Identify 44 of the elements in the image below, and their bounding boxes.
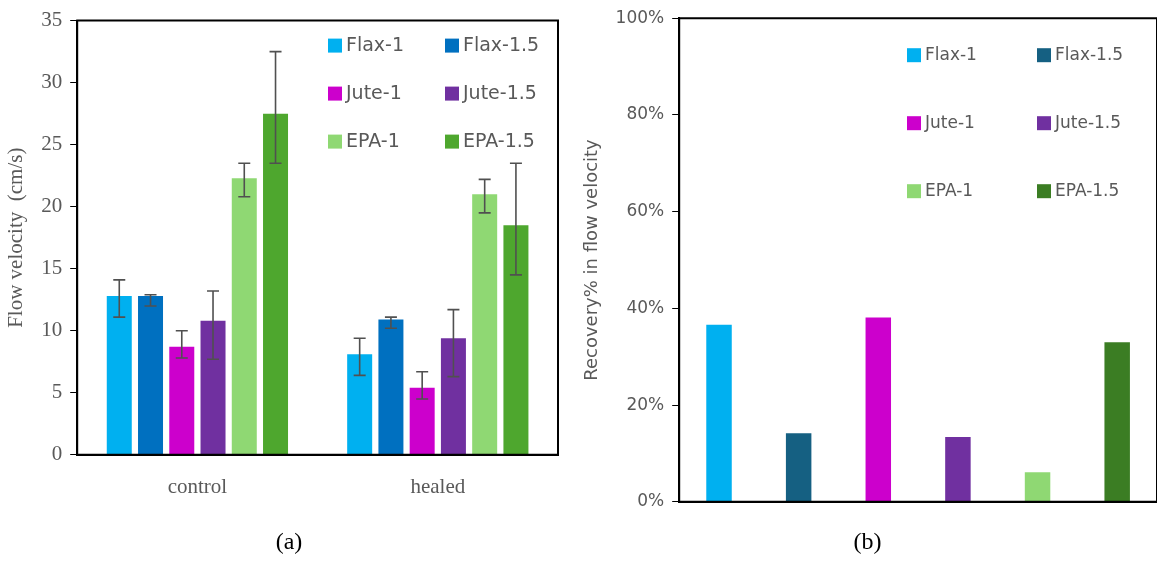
y-axis-title: Flow velocity (cm/s): [3, 147, 28, 328]
legend-label: Flax-1.5: [463, 32, 540, 55]
y-tick-label: 30: [41, 69, 63, 94]
x-tick-label: healed: [410, 473, 466, 498]
bar: [106, 296, 132, 455]
y-axis-title: Recovery% in flow velocity: [580, 138, 602, 381]
legend-label: Jute-1: [924, 111, 975, 132]
y-tick-label: 35: [41, 7, 63, 32]
y-tick-label: 20: [41, 193, 63, 218]
bar: [263, 113, 289, 455]
bar: [503, 225, 529, 455]
y-tick-label: 0: [51, 441, 63, 466]
bar: [231, 178, 257, 455]
bar: [200, 320, 226, 455]
y-tick-label: 0%: [637, 490, 665, 511]
x-tick-label: control: [167, 473, 228, 498]
y-tick-label: 60%: [626, 200, 665, 221]
bar: [169, 346, 195, 455]
legend-label: Jute-1.5: [1054, 111, 1122, 132]
legend-label: EPA-1: [925, 179, 974, 200]
legend-label: EPA-1.5: [463, 128, 535, 151]
legend-label: Flax-1.5: [1055, 43, 1124, 64]
text: (b): [852, 528, 883, 555]
y-tick-label: 10: [41, 317, 63, 342]
bar: [409, 387, 435, 455]
bar: [472, 194, 498, 455]
bar: [440, 338, 466, 455]
legend-label: Flax-1: [925, 43, 977, 64]
bar: [378, 319, 404, 455]
legend-label: Jute-1: [345, 80, 402, 103]
y-tick-label: 80%: [626, 103, 665, 124]
bar: [138, 296, 164, 455]
legend-label: Flax-1: [346, 32, 405, 55]
y-tick-label: 25: [41, 131, 63, 156]
legend-label: Jute-1.5: [462, 80, 537, 103]
bar: [347, 354, 373, 455]
text: (a): [274, 528, 304, 555]
y-tick-label: 20%: [626, 393, 665, 414]
legend-label: EPA-1.5: [1055, 179, 1120, 200]
y-tick-label: 100%: [615, 6, 665, 27]
y-tick-label: 5: [51, 379, 63, 404]
y-tick-label: 15: [41, 255, 63, 280]
legend-label: EPA-1: [346, 128, 400, 151]
y-tick-label: 40%: [626, 296, 665, 317]
